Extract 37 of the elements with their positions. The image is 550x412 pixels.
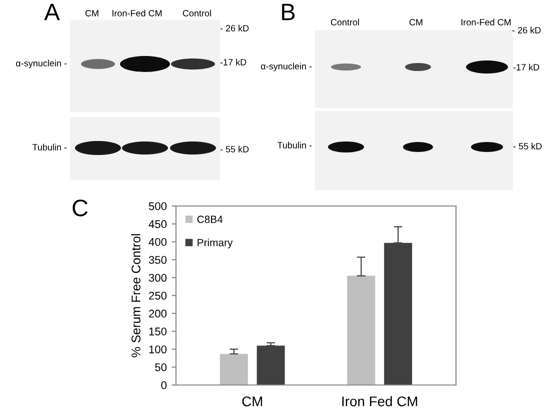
- text: CM: [85, 10, 98, 16]
- text: B: [282, 4, 295, 20]
- text: - 26 kD: [220, 24, 249, 32]
- y-tick-label: 300: [148, 274, 167, 282]
- y-tick-label: 200: [148, 310, 167, 318]
- y-tick-label: 250: [148, 292, 167, 300]
- bar: [347, 276, 376, 385]
- y-tick-label: 500: [148, 202, 167, 210]
- x-tick-label: Iron Fed CM: [342, 396, 418, 406]
- text: α-synuclein -: [261, 62, 312, 72]
- y-tick-label: 400: [148, 238, 167, 246]
- y-tick-label: 100: [149, 345, 167, 354]
- text: Iron-Fed CM: [112, 10, 162, 16]
- text: - 26 kD: [512, 26, 541, 34]
- text: - 55 kD: [513, 142, 542, 150]
- text: - 55 kD: [220, 146, 249, 152]
- y-tick-label: 50: [155, 363, 167, 372]
- text: Iron-Fed CM: [462, 18, 511, 26]
- bar: [256, 346, 285, 385]
- y-axis-title: % Serum Free Control: [131, 234, 140, 358]
- legend-label: C8B4: [197, 216, 223, 224]
- text: -17 kD: [220, 58, 246, 66]
- text: Control: [330, 18, 359, 26]
- text: A: [44, 4, 60, 20]
- text: -17 kD: [513, 64, 540, 70]
- chart-title: C: [72, 200, 88, 216]
- y-tick-label: 150: [149, 328, 167, 336]
- text: CM: [409, 19, 422, 26]
- y-tick-label: 350: [148, 256, 167, 264]
- text: Tubulin -: [32, 144, 67, 150]
- text: α-synuclein -: [16, 60, 67, 68]
- y-tick-label: 0: [161, 381, 167, 390]
- y-tick-label: 450: [148, 220, 167, 228]
- text: Control: [182, 10, 211, 16]
- text: Tubulin -: [277, 142, 312, 148]
- bar: [220, 354, 248, 385]
- legend-label: Primary: [198, 238, 233, 248]
